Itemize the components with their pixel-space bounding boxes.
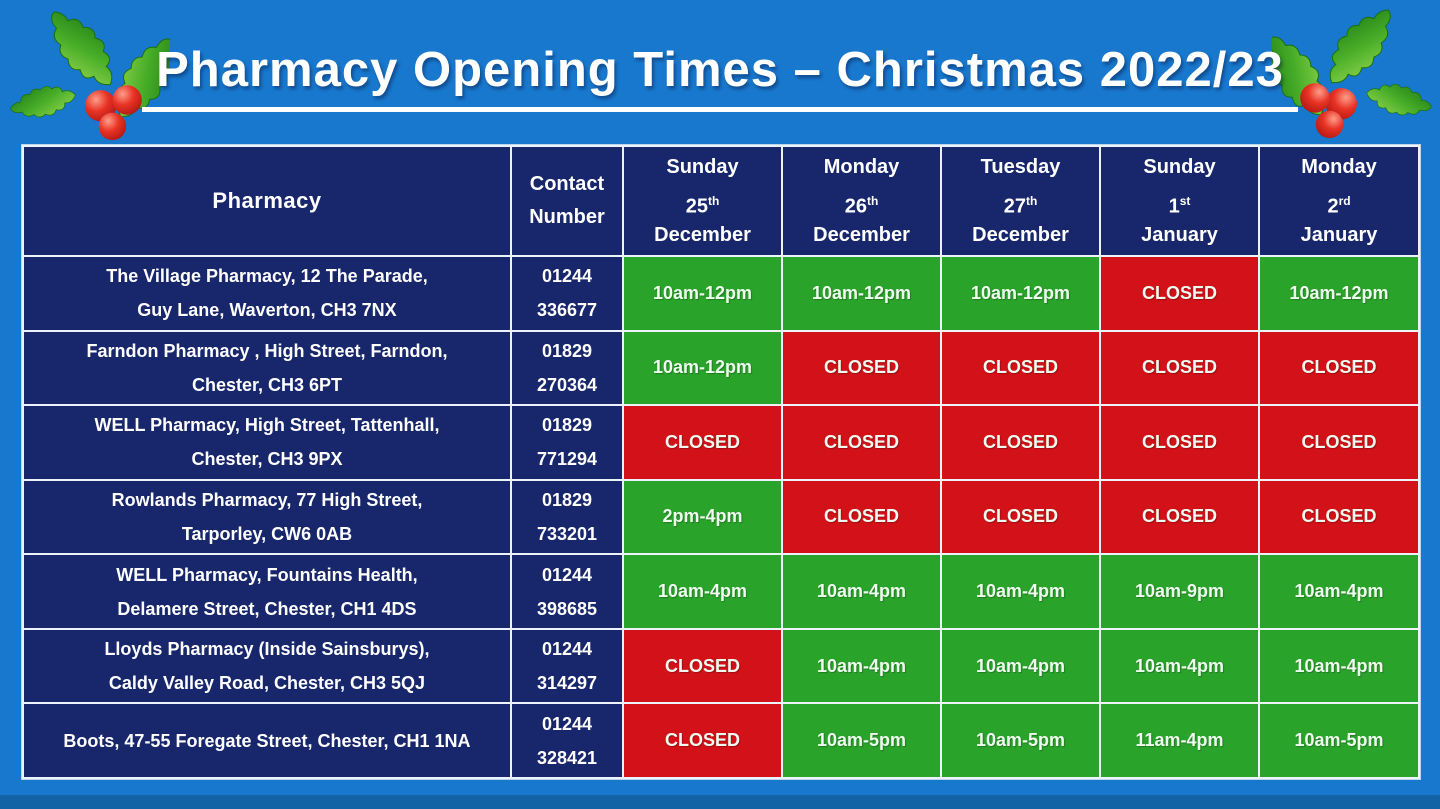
- holly-icon: [1272, 9, 1432, 139]
- holly-berry: [1300, 83, 1330, 113]
- time-cell: 10am-4pm: [940, 553, 1101, 630]
- contact-number-cell: 01829 270364: [510, 329, 624, 407]
- page-title-text: Pharmacy Opening Times – Christmas 2022/…: [142, 42, 1298, 112]
- time-cell: CLOSED: [781, 329, 942, 407]
- time-cell: 10am-12pm: [622, 255, 783, 332]
- table-row: WELL Pharmacy, Fountains Health, Delamere…: [22, 553, 1420, 630]
- holly-leaf: [1366, 83, 1432, 116]
- day-name: Sunday: [666, 156, 739, 178]
- day-date: 2rd: [1327, 194, 1351, 218]
- day-date: 26th: [844, 194, 879, 218]
- holly-leaf: [1329, 9, 1391, 84]
- day-name: Sunday: [1143, 156, 1216, 178]
- time-cell: CLOSED: [622, 702, 783, 779]
- table-row: The Village Pharmacy, 12 The Parade, Guy …: [22, 255, 1420, 332]
- time-cell: CLOSED: [1099, 478, 1260, 556]
- table-row: Lloyds Pharmacy (Inside Sainsburys), Cald…: [22, 627, 1420, 705]
- time-cell: CLOSED: [622, 627, 783, 705]
- column-header-day: Sunday 1st January: [1099, 145, 1260, 257]
- time-cell: CLOSED: [940, 329, 1101, 407]
- table-row: Farndon Pharmacy , High Street, Farndon,…: [22, 329, 1420, 407]
- column-header-day: Tuesday 27th December: [940, 145, 1101, 257]
- holly-berry: [1315, 110, 1344, 139]
- pharmacy-name-cell: Boots, 47-55 Foregate Street, Chester, C…: [22, 702, 512, 779]
- contact-number-cell: 01244 328421: [510, 702, 624, 779]
- pharmacy-name-cell: Lloyds Pharmacy (Inside Sainsburys), Cald…: [22, 627, 512, 705]
- header-row: Pharmacy Contact Number Sunday 25th Dece…: [22, 145, 1420, 257]
- day-month: December: [813, 224, 910, 246]
- time-cell: 10am-12pm: [1258, 255, 1420, 332]
- table-row: WELL Pharmacy, High Street, Tattenhall, C…: [22, 404, 1420, 481]
- time-cell: 10am-12pm: [940, 255, 1101, 332]
- day-name: Monday: [823, 156, 900, 178]
- column-header-pharmacy: Pharmacy: [22, 145, 512, 257]
- column-header-contact: Contact Number: [510, 145, 624, 257]
- holly-leaf: [51, 11, 113, 86]
- table-row: Rowlands Pharmacy, 77 High Street, Tarpor…: [22, 478, 1420, 556]
- time-cell: 10am-4pm: [940, 627, 1101, 705]
- time-cell: CLOSED: [781, 404, 942, 481]
- time-cell: CLOSED: [781, 478, 942, 556]
- day-month: December: [654, 224, 751, 246]
- time-cell: 10am-9pm: [1099, 553, 1260, 630]
- time-cell: 10am-4pm: [1099, 627, 1260, 705]
- day-date: 25th: [685, 194, 720, 218]
- time-cell: 10am-4pm: [781, 627, 942, 705]
- day-month: January: [1141, 224, 1218, 246]
- day-name: Monday: [1301, 156, 1377, 178]
- time-cell: CLOSED: [1099, 404, 1260, 481]
- day-month: January: [1300, 224, 1378, 246]
- time-cell: CLOSED: [1258, 478, 1420, 556]
- time-cell: 10am-5pm: [1258, 702, 1420, 779]
- time-cell: 2pm-4pm: [622, 478, 783, 556]
- time-cell: CLOSED: [940, 478, 1101, 556]
- page-title: Pharmacy Opening Times – Christmas 2022/…: [0, 42, 1440, 112]
- time-cell: 10am-4pm: [622, 553, 783, 630]
- time-cell: CLOSED: [622, 404, 783, 481]
- holly-berry: [98, 112, 127, 141]
- pharmacy-name-cell: WELL Pharmacy, Fountains Health, Delamere…: [22, 553, 512, 630]
- column-header-day: Monday 2rd January: [1258, 145, 1420, 257]
- table-row: Boots, 47-55 Foregate Street, Chester, C…: [22, 702, 1420, 779]
- pharmacy-name-cell: The Village Pharmacy, 12 The Parade, Guy …: [22, 255, 512, 332]
- contact-number-cell: 01244 336677: [510, 255, 624, 332]
- time-cell: CLOSED: [940, 404, 1101, 481]
- bottom-border-strip: [0, 795, 1440, 809]
- time-cell: 10am-4pm: [1258, 627, 1420, 705]
- pharmacy-name-cell: WELL Pharmacy, High Street, Tattenhall, C…: [22, 404, 512, 481]
- time-cell: 10am-4pm: [781, 553, 942, 630]
- time-cell: CLOSED: [1258, 329, 1420, 407]
- contact-number-cell: 01829 733201: [510, 478, 624, 556]
- time-cell: 10am-4pm: [1258, 553, 1420, 630]
- time-cell: 11am-4pm: [1099, 702, 1260, 779]
- holly-icon: [10, 11, 170, 141]
- time-cell: 10am-12pm: [781, 255, 942, 332]
- time-cell: 10am-5pm: [940, 702, 1101, 779]
- day-date: 27th: [1003, 194, 1038, 218]
- time-cell: 10am-12pm: [622, 329, 783, 407]
- contact-number-cell: 01244 398685: [510, 553, 624, 630]
- pharmacy-name-cell: Farndon Pharmacy , High Street, Farndon,…: [22, 329, 512, 407]
- pharmacy-name-cell: Rowlands Pharmacy, 77 High Street, Tarpor…: [22, 478, 512, 556]
- time-cell: CLOSED: [1099, 255, 1260, 332]
- day-month: December: [972, 224, 1069, 246]
- time-cell: 10am-5pm: [781, 702, 942, 779]
- day-date: 1st: [1168, 194, 1191, 218]
- holly-leaf: [10, 85, 76, 118]
- holly-berry: [112, 85, 142, 115]
- column-header-day: Monday 26th December: [781, 145, 942, 257]
- day-name: Tuesday: [980, 156, 1061, 178]
- opening-times-table: Pharmacy Contact Number Sunday 25th Dece…: [22, 145, 1420, 779]
- column-header-day: Sunday 25th December: [622, 145, 783, 257]
- contact-number-cell: 01244 314297: [510, 627, 624, 705]
- time-cell: CLOSED: [1258, 404, 1420, 481]
- time-cell: CLOSED: [1099, 329, 1260, 407]
- contact-number-cell: 01829 771294: [510, 404, 624, 481]
